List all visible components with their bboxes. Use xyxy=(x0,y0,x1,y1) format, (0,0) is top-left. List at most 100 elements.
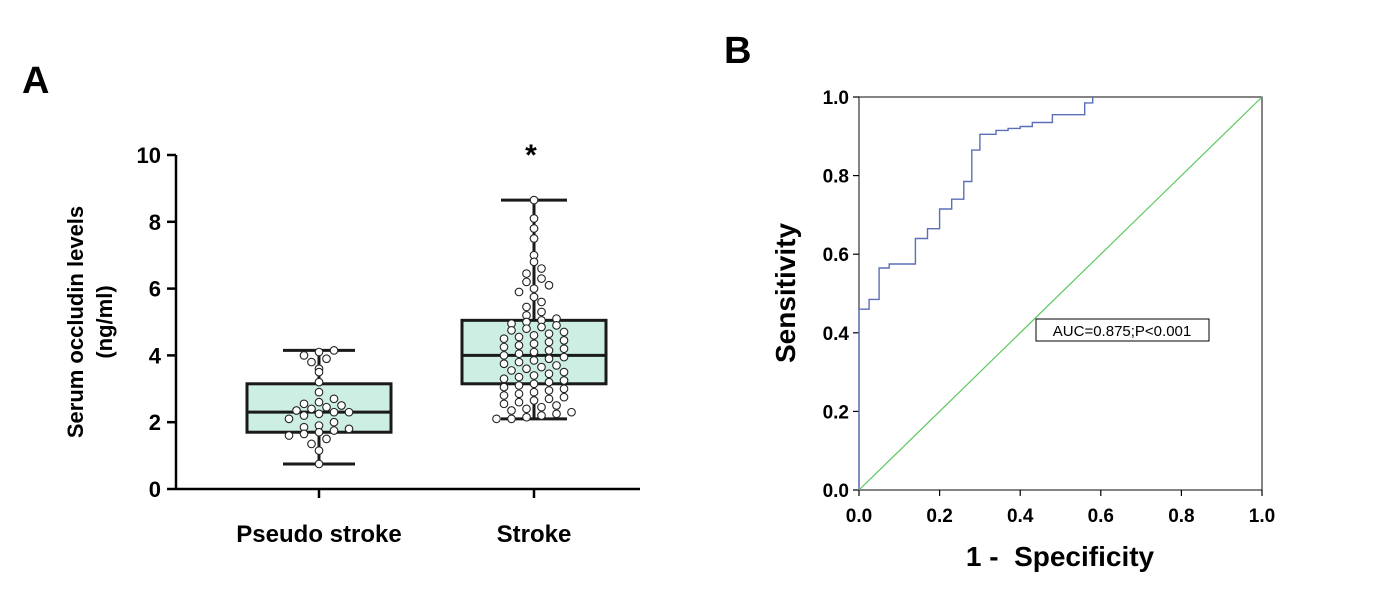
data-point xyxy=(507,414,516,424)
data-point xyxy=(529,356,539,365)
data-point xyxy=(299,429,309,439)
panel-a-label: A xyxy=(22,60,49,102)
data-point xyxy=(529,331,539,340)
panel-a-y-ticks: 0 2 4 6 8 10 xyxy=(137,143,536,502)
data-point xyxy=(552,320,561,330)
data-point xyxy=(544,386,554,395)
panel-b-y-tick-label: 1.0 xyxy=(823,88,849,109)
panel-a-y-tick-label: 0 xyxy=(149,477,161,502)
panel-a-y-label-line1: Serum occludin levels xyxy=(63,206,88,438)
roc-curve xyxy=(858,97,1094,490)
data-point xyxy=(529,214,539,223)
data-point xyxy=(522,412,531,422)
data-point xyxy=(544,346,554,355)
data-point xyxy=(559,384,569,394)
panel-b-lines xyxy=(858,96,1263,491)
data-point xyxy=(499,351,509,360)
data-point xyxy=(522,324,531,334)
data-point xyxy=(514,332,524,342)
data-point xyxy=(314,397,324,407)
data-point xyxy=(307,439,316,449)
data-point xyxy=(544,354,554,364)
data-point xyxy=(314,409,324,419)
data-point xyxy=(529,284,539,293)
data-point xyxy=(544,337,554,347)
data-point xyxy=(514,372,524,382)
data-point xyxy=(499,342,509,352)
data-point xyxy=(299,399,309,409)
data-point xyxy=(329,407,339,417)
panel-a-y-tick-label: 2 xyxy=(149,410,161,435)
data-point xyxy=(537,307,546,317)
data-point xyxy=(314,377,324,387)
data-point xyxy=(537,411,546,420)
data-point xyxy=(507,406,516,415)
data-point xyxy=(307,357,316,367)
data-point xyxy=(544,329,554,339)
data-point xyxy=(559,367,569,377)
panel-b-y-tick-label: 0.6 xyxy=(823,245,849,266)
data-point xyxy=(344,407,354,417)
data-point xyxy=(544,280,554,290)
data-point xyxy=(537,264,546,273)
data-point xyxy=(529,339,539,349)
data-point xyxy=(559,392,569,402)
data-point xyxy=(514,287,524,297)
data-point xyxy=(537,402,546,412)
data-point xyxy=(567,407,576,417)
data-point xyxy=(299,351,309,360)
data-point xyxy=(529,234,539,243)
data-point xyxy=(522,302,531,312)
data-point xyxy=(337,401,346,410)
data-point xyxy=(499,374,509,384)
data-point xyxy=(544,394,554,404)
panel-b-x-tick-label: 0.2 xyxy=(926,506,952,527)
panel-b-y-tick-label: 0.8 xyxy=(823,167,849,188)
panel-a-y-tick-label: 4 xyxy=(149,343,162,368)
panel-b-y-tick-label: 0.2 xyxy=(823,402,849,423)
data-point xyxy=(529,387,539,397)
data-point xyxy=(499,391,509,400)
data-point xyxy=(329,394,339,404)
panel-a-y-tick-label: 10 xyxy=(137,143,161,168)
data-point xyxy=(314,459,324,469)
data-point xyxy=(322,402,331,412)
data-point xyxy=(522,364,531,374)
data-point xyxy=(522,404,531,414)
panel-b-x-tick-label: 0.4 xyxy=(1007,506,1034,527)
data-point xyxy=(552,409,561,419)
panel-a-y-tick-label: 8 xyxy=(149,210,161,235)
reference-diagonal xyxy=(858,96,1263,491)
panel-b-x-tick-label: 0.8 xyxy=(1168,506,1194,527)
panel-b-x-label: 1 - Specificity xyxy=(966,541,1155,572)
data-point xyxy=(552,361,561,370)
data-point xyxy=(499,359,509,369)
data-point xyxy=(329,417,339,427)
data-point xyxy=(329,346,339,355)
panel-a-y-label-line2: (ng/ml) xyxy=(92,285,117,358)
auc-annotation: AUC=0.875;P<0.001 xyxy=(1053,323,1191,340)
data-point xyxy=(537,297,546,307)
data-point xyxy=(522,269,531,278)
data-point xyxy=(314,367,324,377)
data-point xyxy=(544,377,554,387)
panel-b-x-tick-label: 1.0 xyxy=(1249,506,1275,527)
data-point xyxy=(559,336,569,345)
data-point xyxy=(292,406,301,415)
auc-annotation-box xyxy=(1035,318,1210,342)
data-point xyxy=(537,362,546,372)
data-point xyxy=(507,326,516,335)
data-point xyxy=(492,414,501,424)
panel-b-plot-frame xyxy=(858,96,1263,491)
data-point xyxy=(499,334,509,344)
data-point xyxy=(529,396,539,405)
data-point xyxy=(514,381,524,390)
data-point xyxy=(559,344,569,354)
data-point xyxy=(499,382,509,392)
data-point xyxy=(322,354,331,364)
panel-b-y-tick-label: 0.4 xyxy=(823,324,850,345)
data-point xyxy=(529,224,539,233)
data-point xyxy=(529,292,539,302)
data-point xyxy=(514,389,524,399)
